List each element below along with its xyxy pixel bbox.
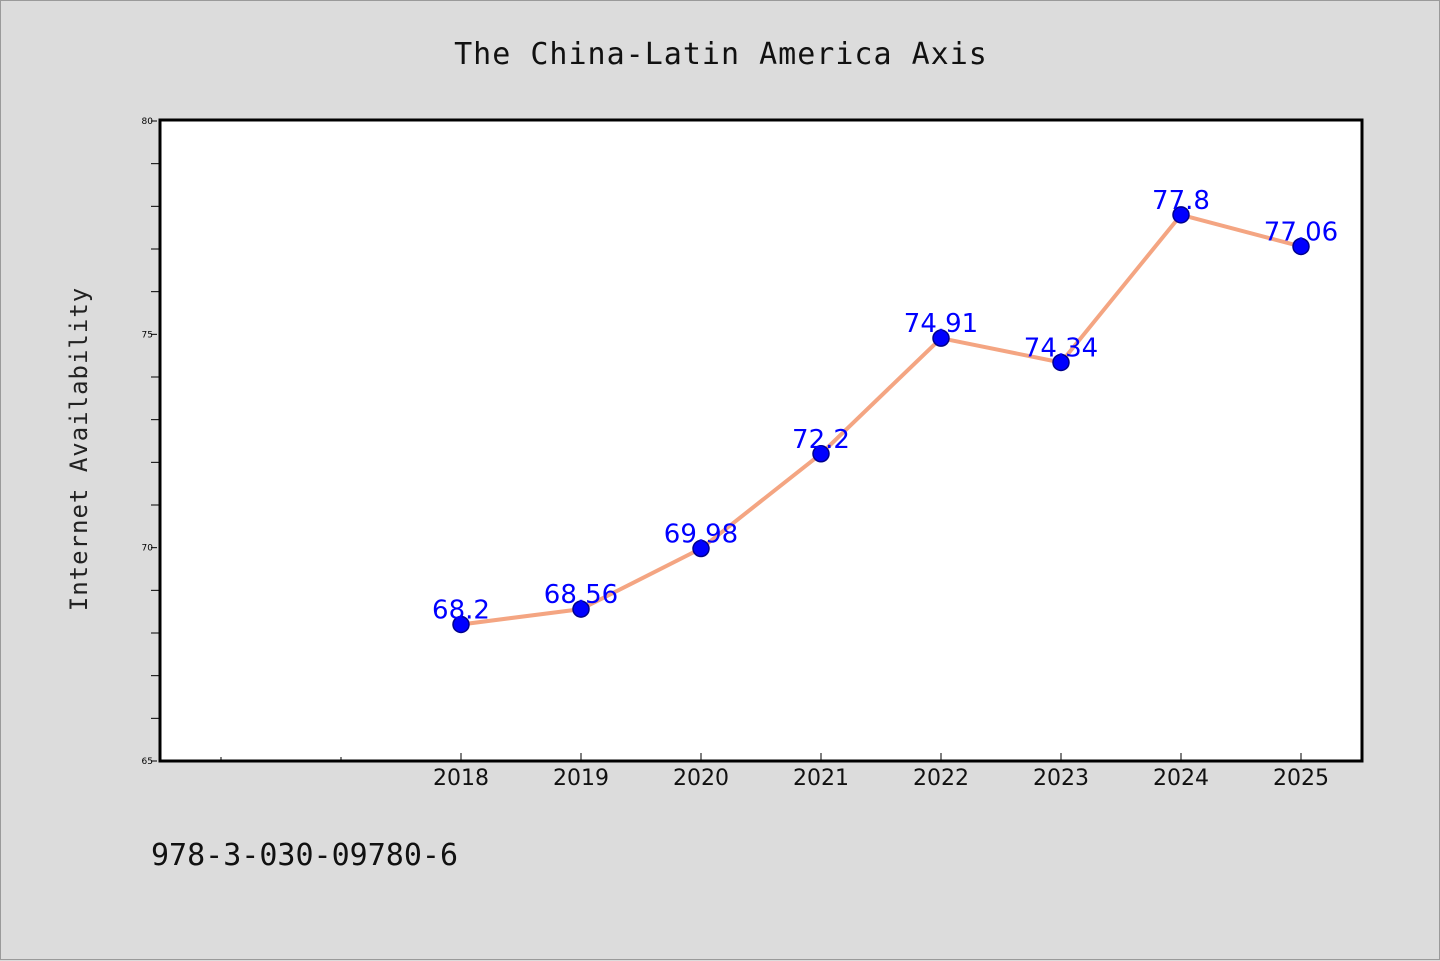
x-axis-ticks: 2018 2019 2020 2021 2022 2023 2024 2025	[220, 753, 1329, 791]
x-tick-label: 2023	[1033, 766, 1089, 791]
y-tick-label: 65	[142, 757, 153, 767]
data-label: 72.2	[792, 425, 850, 455]
data-point-marker	[452, 615, 470, 634]
series-line	[460, 212, 1302, 627]
data-point-marker	[812, 445, 830, 463]
data-point-marker	[1172, 206, 1190, 224]
data-label: 77.8	[1152, 186, 1210, 216]
data-point-marker	[692, 539, 710, 558]
y-tick-label: 80	[142, 117, 154, 127]
isbn-text: 978-3-030-09780-6	[151, 838, 458, 873]
plot-area	[158, 118, 1364, 763]
x-tick-label: 2019	[553, 766, 609, 791]
data-point-marker	[572, 600, 590, 618]
chart-title: The China-Latin America Axis	[454, 37, 988, 72]
x-tick-label: 2025	[1273, 766, 1329, 791]
data-label: 68.56	[544, 580, 618, 610]
data-label: 69.98	[664, 520, 738, 550]
x-tick-label: 2020	[673, 766, 729, 791]
data-label: 74.34	[1024, 333, 1098, 363]
y-axis-ticks: 65 70 75 80	[142, 117, 161, 767]
x-tick-label: 2021	[793, 766, 849, 791]
data-label: 77.06	[1264, 217, 1338, 247]
data-point-marker	[932, 329, 950, 347]
data-point-marker	[1052, 353, 1070, 372]
y-axis-label: Internet Availability	[65, 287, 93, 611]
data-label: 68.2	[432, 595, 490, 625]
x-tick-label: 2024	[1153, 766, 1209, 791]
data-point-marker	[1292, 237, 1310, 256]
series-line-group: 68.2 68.56 69.98 72.2 74.91 74.34 77.8 77.06	[432, 186, 1338, 634]
y-tick-label: 70	[142, 544, 154, 554]
x-tick-label: 2022	[913, 766, 969, 791]
x-tick-label: 2018	[433, 766, 489, 791]
y-tick-label: 75	[142, 330, 153, 340]
data-label: 74.91	[904, 309, 978, 339]
